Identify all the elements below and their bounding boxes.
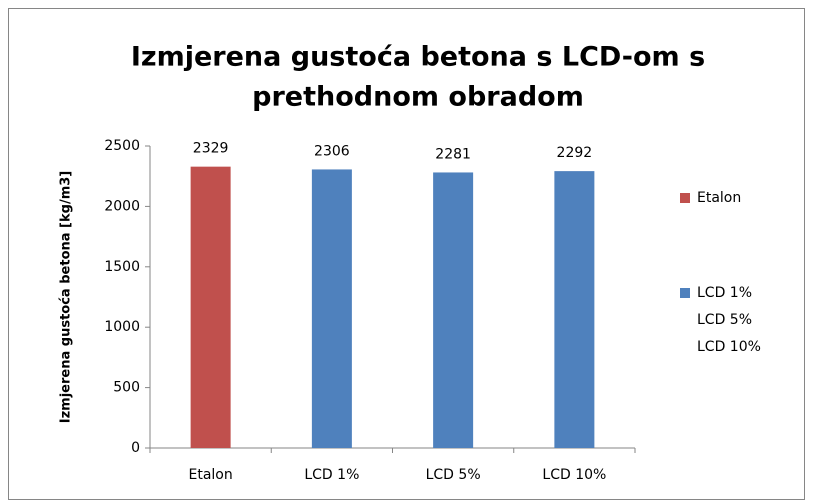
y-tick-label: 2500 — [104, 138, 140, 154]
bar — [433, 172, 474, 448]
x-tick-label: LCD 5% — [426, 467, 481, 483]
y-tick-label: 0 — [131, 440, 140, 456]
y-tick-label: 1500 — [104, 259, 140, 275]
legend-label: LCD 5% — [697, 312, 752, 328]
x-tick-label: Etalon — [189, 467, 233, 483]
data-label: 2329 — [193, 141, 229, 157]
bar — [554, 171, 595, 448]
legend-label: Etalon — [697, 190, 741, 206]
data-label: 2292 — [557, 145, 593, 161]
legend-swatch — [680, 288, 690, 298]
y-tick-label: 500 — [113, 380, 140, 396]
data-label: 2306 — [314, 143, 350, 159]
chart-border — [8, 8, 805, 500]
x-tick-label: LCD 10% — [542, 467, 606, 483]
chart-title: prethodnom obradom — [252, 82, 584, 113]
legend-label: LCD 10% — [697, 339, 761, 355]
y-tick-label: 2000 — [104, 198, 140, 214]
chart-title: Izmjerena gustoća betona s LCD-om s — [131, 42, 705, 73]
x-tick-label: LCD 1% — [304, 467, 359, 483]
legend-swatch — [680, 193, 690, 203]
data-label: 2281 — [435, 146, 471, 162]
bar — [311, 169, 352, 449]
y-tick-label: 1000 — [104, 319, 140, 335]
legend-label: LCD 1% — [697, 285, 752, 301]
bar — [190, 166, 231, 448]
y-axis-label: Izmjerena gustoća betona [kg/m3] — [59, 171, 74, 423]
